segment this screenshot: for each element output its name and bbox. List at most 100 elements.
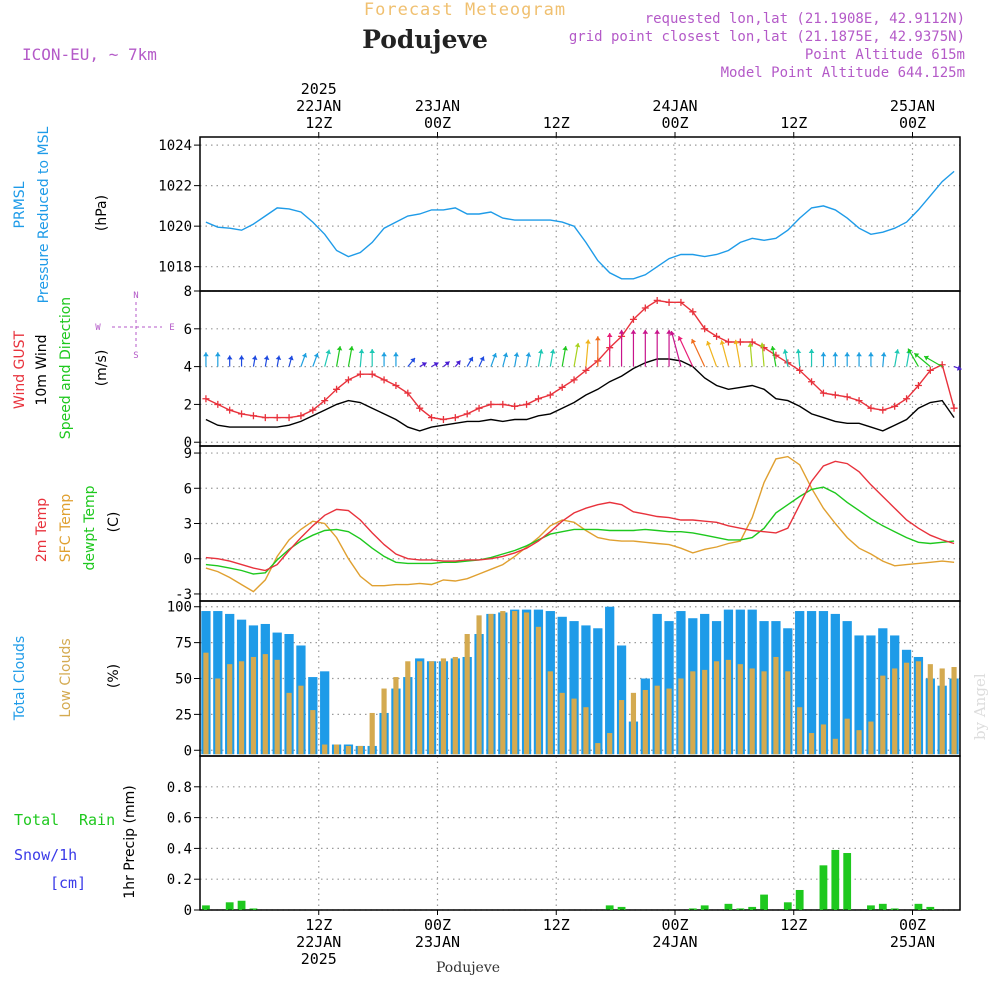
point-altitude: Point Altitude 615m: [805, 47, 965, 63]
wind-arrow: [215, 352, 221, 367]
wind-arrow: [880, 352, 887, 367]
rain-bar: [926, 906, 935, 910]
gust-marker: [677, 298, 685, 306]
credit: by Angel: [971, 673, 989, 740]
low-cloud-bar: [547, 671, 553, 755]
pressure-line: [205, 170, 955, 280]
gust-marker: [808, 378, 816, 386]
wind-arrow-head: [606, 333, 613, 338]
rain-bar: [795, 889, 804, 910]
gust-marker: [214, 400, 222, 408]
gust-line: [205, 299, 955, 421]
total-clouds-label: Total Clouds: [12, 636, 28, 721]
wind-arrow-head: [844, 352, 850, 357]
time-label-bottom: 12Z: [305, 916, 332, 934]
station-title: Podujeve: [362, 25, 488, 54]
low-cloud-bar: [642, 689, 648, 755]
model-label: ICON-EU, ~ 7km: [22, 45, 157, 64]
temp-ytick-label: -3: [175, 587, 192, 603]
gust-marker: [333, 385, 341, 393]
low-cloud-bar: [607, 733, 613, 755]
cloud-labels: Total Clouds Low Clouds (%): [12, 636, 122, 721]
precip-unit: 1hr Precip (mm): [122, 785, 138, 898]
wind-gust-label: Wind GUST: [12, 330, 28, 409]
low-cloud-bar: [939, 668, 945, 755]
wind-arrow: [630, 329, 637, 367]
wind-arrow-head: [525, 352, 532, 357]
time-label-bottom: 00Z: [899, 916, 926, 934]
wind-arrow: [312, 352, 320, 367]
wind-arrow: [677, 335, 694, 367]
low-cloud-bar: [725, 659, 732, 755]
precip-labels: Total Rain Snow/1h [cm] 1hr Precip (mm): [14, 785, 138, 898]
total-cloud-bar: [557, 616, 567, 755]
low-cloud-bar: [690, 671, 696, 755]
wind-arrow: [719, 340, 730, 367]
gust-marker: [261, 414, 269, 422]
rain-bar: [736, 908, 745, 910]
gust-marker: [273, 414, 281, 422]
wind-arrow: [795, 349, 802, 367]
gust-marker: [689, 308, 697, 316]
pressure-frame: [199, 136, 961, 292]
wind-arrow-head: [263, 355, 270, 361]
precip-ytick-label: 0.8: [167, 780, 192, 796]
wind-arrow-head: [618, 329, 625, 334]
wind-arrow: [358, 349, 365, 367]
total-cloud-bar: [652, 613, 662, 755]
wind-ytick-label: 4: [184, 360, 192, 376]
low-cloud-bar: [310, 710, 316, 755]
time-label-top: 12Z: [543, 114, 570, 132]
gust-marker: [701, 325, 709, 333]
wind-arrow-head: [491, 353, 498, 358]
wind-arrow-shaft: [734, 339, 741, 367]
gust-marker: [641, 304, 649, 312]
low-cloud-bar: [654, 685, 660, 755]
low-cloud-bar: [618, 700, 625, 755]
temp-labels: 2m Temp SFC Temp dewpt Temp (C): [34, 485, 122, 570]
wind-arrow: [705, 340, 718, 367]
wind-arrow: [454, 360, 461, 367]
wind-arrow: [288, 355, 294, 367]
low-cloud-bar: [713, 661, 720, 755]
temp-unit: (C): [106, 512, 122, 533]
wind-arrow-shaft: [706, 340, 718, 367]
wind-arrow-head: [513, 352, 520, 357]
low-cloud-bar: [832, 738, 838, 755]
compass-rose: N W E S: [95, 291, 174, 361]
wind-arrow: [690, 338, 706, 367]
rain-bar: [878, 903, 887, 910]
wind-arrow-head: [549, 349, 556, 354]
low-cloud-bar: [951, 667, 957, 755]
gust-marker: [926, 366, 934, 374]
wind-arrow-head: [820, 352, 827, 357]
wind-ytick-label: 6: [184, 322, 192, 338]
prmsl-label: PRMSL: [12, 181, 28, 228]
low-cloud-bar: [785, 671, 791, 755]
low-cloud-bar: [405, 661, 411, 755]
gust-marker: [665, 298, 673, 306]
rain-bar: [748, 906, 757, 910]
wind-arrow-head: [348, 346, 355, 351]
pressure-ytick-label: 1024: [158, 138, 192, 154]
wind-arrow: [894, 349, 900, 367]
wind-arrow: [669, 330, 682, 367]
wind-arrow: [595, 336, 601, 367]
gust-marker: [309, 406, 317, 414]
low-cloud-bar: [345, 745, 352, 755]
gust-marker: [914, 382, 922, 390]
total-cloud-bar: [593, 628, 603, 755]
temp-panel: -3 0 3 6 9: [175, 445, 961, 603]
wind-arrow-head: [479, 356, 485, 362]
wind-arrow: [466, 356, 474, 367]
gust-marker: [831, 391, 839, 399]
temp2m-line: [205, 460, 955, 572]
low-cloud-bar: [464, 634, 470, 755]
total-cloud-bar: [795, 611, 805, 755]
rain-label: Rain: [79, 811, 115, 829]
wind-arrow-head: [502, 352, 509, 358]
rain-bar: [724, 903, 733, 910]
gust-marker: [297, 412, 305, 420]
wind-arrow-head: [562, 346, 568, 351]
